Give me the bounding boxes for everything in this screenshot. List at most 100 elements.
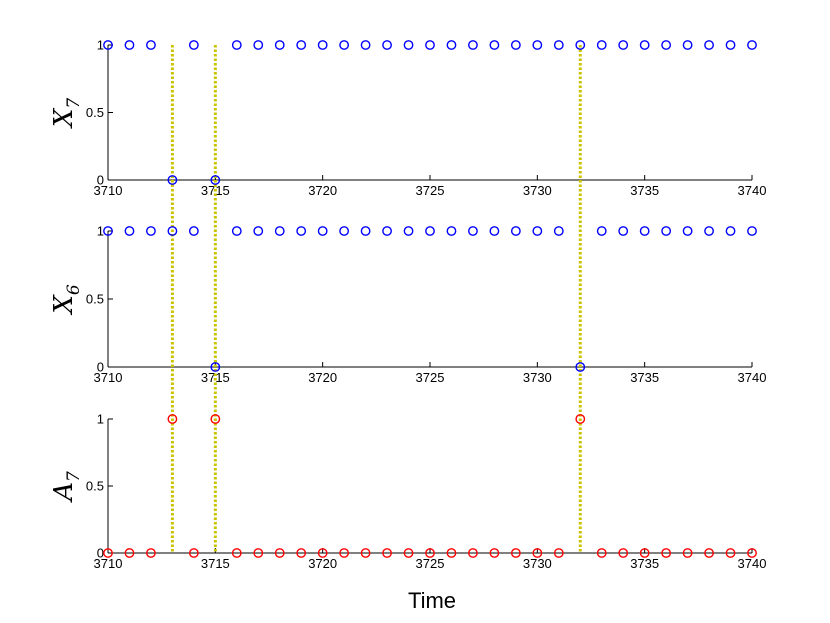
- data-point: [468, 226, 478, 236]
- y-tick-label: 1: [97, 224, 104, 239]
- data-point: [146, 548, 156, 558]
- data-point: [704, 226, 714, 236]
- data-markers: [103, 40, 757, 558]
- data-point: [382, 548, 392, 558]
- data-point: [510, 226, 521, 236]
- data-point: [725, 548, 736, 558]
- x-tick-label: 3730: [523, 183, 552, 198]
- data-point: [253, 226, 264, 236]
- y-axis-label-main: X: [49, 294, 79, 316]
- data-point: [403, 40, 414, 50]
- data-point: [596, 40, 607, 50]
- data-point: [446, 226, 457, 236]
- data-point: [489, 548, 500, 558]
- y-axis-label: A7: [49, 471, 84, 503]
- data-point: [747, 226, 757, 236]
- data-point: [124, 548, 135, 558]
- data-point: [489, 40, 500, 50]
- data-point: [446, 40, 457, 50]
- data-point: [317, 548, 328, 558]
- panel-3: 3710 3715 3720 3725 3730 3735 3740 0 0.5 1 A7: [49, 412, 766, 572]
- data-point: [425, 548, 435, 558]
- x-tick-label: 3720: [308, 183, 337, 198]
- data-point: [103, 548, 113, 558]
- x-tick-label: 3740: [738, 183, 767, 198]
- data-point: [339, 548, 350, 558]
- y-tick-label: 0: [97, 173, 104, 188]
- x-tick-label: 3730: [523, 370, 552, 385]
- data-point: [661, 226, 672, 236]
- panel-2: 3710 3715 3720 3725 3730 3735 3740 0 0.5 1 X6: [49, 224, 766, 386]
- data-point: [210, 414, 221, 424]
- data-point: [339, 40, 350, 50]
- data-point: [618, 40, 629, 50]
- data-point: [382, 40, 392, 50]
- data-point: [725, 226, 736, 236]
- data-point: [274, 548, 285, 558]
- data-point: [596, 226, 607, 236]
- x-tick-label: 3725: [416, 370, 445, 385]
- data-point: [661, 40, 672, 50]
- data-point: [146, 40, 156, 50]
- data-point: [682, 226, 693, 236]
- data-point: [317, 40, 328, 50]
- data-point: [553, 40, 564, 50]
- data-point: [124, 40, 135, 50]
- data-point: [532, 40, 543, 50]
- x-tick-label: 3735: [630, 183, 659, 198]
- data-point: [639, 40, 650, 50]
- x-tick-label: 3740: [738, 370, 767, 385]
- data-point: [704, 548, 714, 558]
- data-point: [403, 548, 414, 558]
- y-axis-label-subscript: 7: [64, 471, 84, 482]
- data-point: [639, 548, 650, 558]
- y-axis-label-subscript: 7: [64, 98, 84, 109]
- y-tick-label: 0.5: [86, 292, 104, 307]
- data-point: [188, 226, 199, 236]
- x-tick-label: 3715: [201, 556, 230, 571]
- data-point: [103, 40, 113, 50]
- event-lines: [170, 45, 582, 553]
- y-axis-label: X6: [49, 284, 84, 316]
- data-point: [360, 548, 371, 558]
- data-point: [296, 548, 307, 558]
- data-point: [747, 548, 757, 558]
- data-point: [510, 40, 521, 50]
- data-point: [210, 362, 221, 372]
- data-point: [296, 40, 307, 50]
- data-point: [575, 414, 586, 424]
- x-tick-label: 3715: [201, 370, 230, 385]
- x-axis-label: Time: [408, 588, 456, 613]
- y-tick-label: 0.5: [86, 479, 104, 494]
- data-point: [618, 226, 629, 236]
- data-point: [103, 226, 113, 236]
- data-point: [575, 40, 586, 50]
- data-point: [532, 548, 543, 558]
- data-point: [167, 226, 178, 236]
- data-point: [253, 40, 264, 50]
- plot-panels: 371037153720372537303735374000.51X737103…: [49, 38, 766, 572]
- y-axis-label-main: A: [49, 482, 79, 503]
- x-tick-label: 3740: [738, 556, 767, 571]
- data-point: [425, 226, 435, 236]
- data-point: [360, 40, 371, 50]
- data-point: [231, 548, 242, 558]
- x-tick-label: 3710: [94, 183, 123, 198]
- data-point: [167, 414, 178, 424]
- y-tick-label: 0.5: [86, 105, 104, 120]
- y-tick-label: 1: [97, 412, 104, 427]
- data-point: [575, 362, 586, 372]
- data-point: [553, 548, 564, 558]
- data-point: [510, 548, 521, 558]
- x-tick-label: 3730: [523, 556, 552, 571]
- data-point: [188, 548, 199, 558]
- y-axis-label: X7: [49, 98, 84, 130]
- x-tick-label: 3710: [94, 370, 123, 385]
- y-axis-label-main: X: [49, 107, 79, 129]
- data-point: [274, 40, 285, 50]
- data-point: [704, 40, 714, 50]
- data-point: [231, 40, 242, 50]
- y-tick-label: 1: [97, 38, 104, 53]
- data-point: [682, 40, 693, 50]
